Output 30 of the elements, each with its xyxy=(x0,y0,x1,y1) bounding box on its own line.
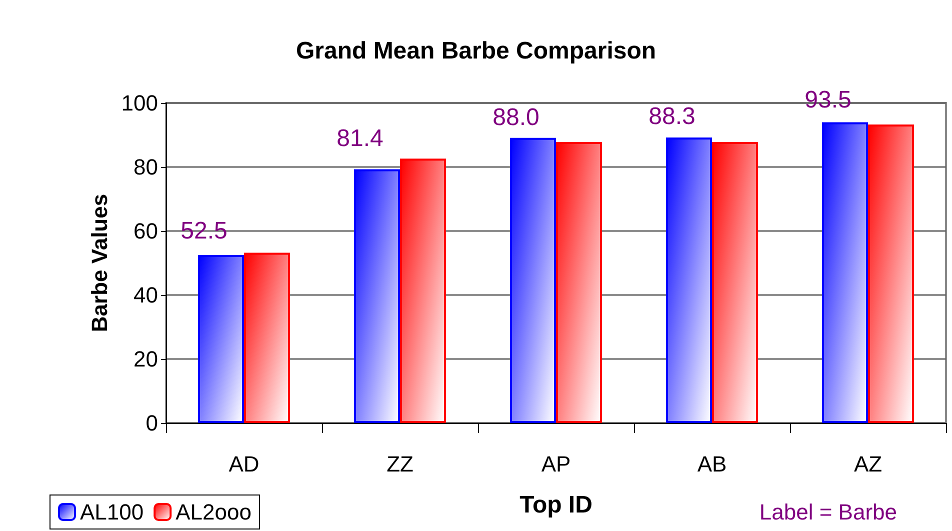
annotation: 88.3 xyxy=(648,102,696,130)
x-tick-label: AZ xyxy=(854,452,882,476)
y-tick-label: 20 xyxy=(134,346,158,372)
bar xyxy=(510,138,556,423)
x-tick-label: AB xyxy=(697,452,727,476)
y-tick-label: 80 xyxy=(134,154,158,180)
bar xyxy=(868,124,914,423)
y-tick-label: 0 xyxy=(146,410,158,436)
legend-label: AL2ooo xyxy=(176,500,252,524)
y-tick-label: 100 xyxy=(121,90,158,116)
x-axis-title: Top ID xyxy=(520,492,592,518)
bar xyxy=(244,252,290,423)
bar xyxy=(712,142,758,423)
x-tick-label: ZZ xyxy=(386,452,414,476)
chart-title: Grand Mean Barbe Comparison xyxy=(296,38,656,64)
y-axis-title: Barbe Values xyxy=(86,194,112,332)
bar xyxy=(198,255,244,423)
y-tick-label: 40 xyxy=(134,282,158,308)
legend-label: AL100 xyxy=(80,500,144,524)
bar xyxy=(666,138,712,423)
annotation: 88.0 xyxy=(492,104,540,131)
annotation: 81.4 xyxy=(336,125,384,152)
bar xyxy=(556,142,602,423)
bar xyxy=(822,122,868,423)
text: Label = Barbe xyxy=(759,500,897,524)
bar xyxy=(354,169,400,423)
x-tick-label: AP xyxy=(541,452,571,476)
y-tick-label: 60 xyxy=(134,218,158,244)
x-tick-label: AD xyxy=(228,452,260,476)
bar xyxy=(400,158,446,423)
